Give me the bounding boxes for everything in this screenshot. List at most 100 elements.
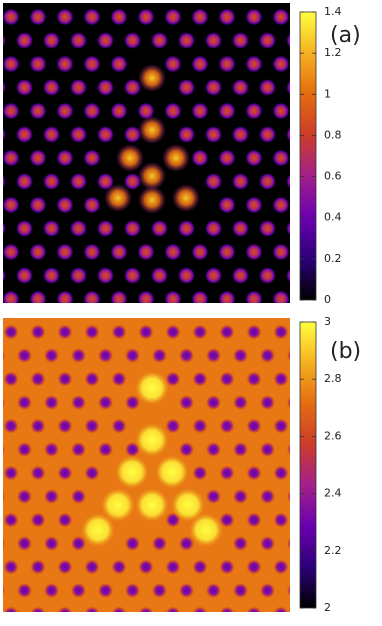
lattice-spot: [218, 102, 236, 120]
colorbar: [299, 321, 317, 609]
lattice-spot: [3, 222, 6, 235]
lattice-spot: [56, 290, 74, 303]
lattice-spot: [124, 220, 141, 237]
lattice-spot: [70, 173, 87, 190]
lattice-spot: [84, 606, 100, 612]
lattice-spot: [246, 418, 262, 434]
colorbar-tick-label: 2.8: [324, 372, 342, 385]
lattice-spot: [232, 32, 249, 49]
lattice-spot: [205, 32, 222, 49]
lattice-spot: [70, 267, 87, 284]
colorbar-tick-label: 1.4: [324, 5, 342, 18]
lattice-spot: [16, 173, 33, 190]
lattice-spot: [30, 371, 46, 387]
lattice-spot: [124, 173, 141, 190]
lattice-spot: [192, 606, 208, 612]
lattice-spot: [43, 582, 60, 599]
lattice-spot: [219, 465, 235, 481]
lattice-spot: [272, 149, 290, 167]
lattice-spot: [56, 102, 74, 120]
lattice-spot: [192, 371, 208, 387]
lattice-spot: [165, 606, 181, 612]
lattice-spot: [43, 173, 60, 190]
lattice-spot: [151, 220, 168, 237]
lattice-spot: [3, 559, 19, 575]
lattice-spot: [97, 267, 114, 284]
colorbar-tick-label: 0.6: [324, 170, 342, 183]
lattice-spot: [259, 582, 276, 599]
lattice-spot: [57, 606, 73, 612]
lattice-spot: [3, 175, 6, 188]
lattice-spot: [70, 582, 87, 599]
lattice-spot: [178, 347, 195, 364]
lattice-spot: [286, 33, 290, 48]
lattice-spot: [246, 371, 262, 387]
lattice-spot: [232, 173, 249, 190]
lattice-spot: [205, 173, 222, 190]
lattice-spot: [232, 535, 249, 552]
lattice-spot: [286, 489, 290, 504]
lattice-spot: [218, 290, 236, 303]
lattice-spot: [219, 324, 235, 340]
lattice-spot: [57, 512, 73, 528]
lattice-spot: [232, 488, 249, 505]
colorbar-tick-label: 0.4: [324, 211, 342, 224]
lattice-spot: [16, 126, 33, 143]
lattice-spot: [56, 55, 74, 73]
lattice-spot: [110, 8, 128, 26]
bright-spot: [135, 488, 169, 522]
lattice-spot: [259, 267, 276, 284]
lattice-spot: [16, 441, 33, 458]
colorbar-tick-label: 2.4: [324, 487, 342, 500]
lattice-spot: [111, 324, 127, 340]
lattice-spot: [124, 582, 141, 599]
lattice-spot: [70, 394, 87, 411]
lattice-spot: [138, 559, 154, 575]
lattice-spot: [151, 582, 168, 599]
lattice-spot: [219, 418, 235, 434]
lattice-spot: [70, 441, 87, 458]
lattice-spot: [259, 173, 276, 190]
lattice-spot: [30, 512, 46, 528]
lattice-spot: [83, 243, 101, 261]
lattice-spot: [110, 243, 128, 261]
lattice-spot: [164, 55, 182, 73]
lattice-spot: [246, 606, 262, 612]
lattice-spot: [43, 267, 60, 284]
lattice-spot: [191, 102, 209, 120]
lattice-spot: [3, 512, 19, 528]
lattice-spot: [165, 371, 181, 387]
lattice-spot: [29, 149, 47, 167]
lattice-spot: [151, 267, 168, 284]
lattice-spot: [165, 324, 181, 340]
lattice-spot: [57, 465, 73, 481]
lattice-spot: [29, 102, 47, 120]
lattice-spot: [30, 606, 46, 612]
lattice-spot: [124, 347, 141, 364]
lattice-spot: [218, 196, 236, 214]
lattice-spot: [286, 80, 290, 95]
bright-spot: [172, 184, 200, 212]
lattice-spot: [272, 55, 290, 73]
lattice-spot: [205, 347, 222, 364]
lattice-spot: [205, 220, 222, 237]
colorbar-tick-label: 1: [324, 87, 331, 100]
heatmap: [3, 318, 316, 622]
lattice-spot: [191, 8, 209, 26]
lattice-spot: [245, 102, 263, 120]
lattice-spot: [192, 559, 208, 575]
lattice-spot: [205, 582, 222, 599]
lattice-spot: [43, 488, 60, 505]
lattice-spot: [178, 441, 195, 458]
colorbar-tick-label: 3: [324, 315, 331, 328]
lattice-spot: [300, 606, 316, 622]
lattice-spot: [232, 126, 249, 143]
lattice-spot: [84, 418, 100, 434]
lattice-spot: [151, 535, 168, 552]
bright-spot: [135, 423, 169, 457]
lattice-spot: [3, 349, 6, 362]
lattice-spot: [246, 559, 262, 575]
lattice-spot: [124, 535, 141, 552]
lattice-spot: [205, 394, 222, 411]
